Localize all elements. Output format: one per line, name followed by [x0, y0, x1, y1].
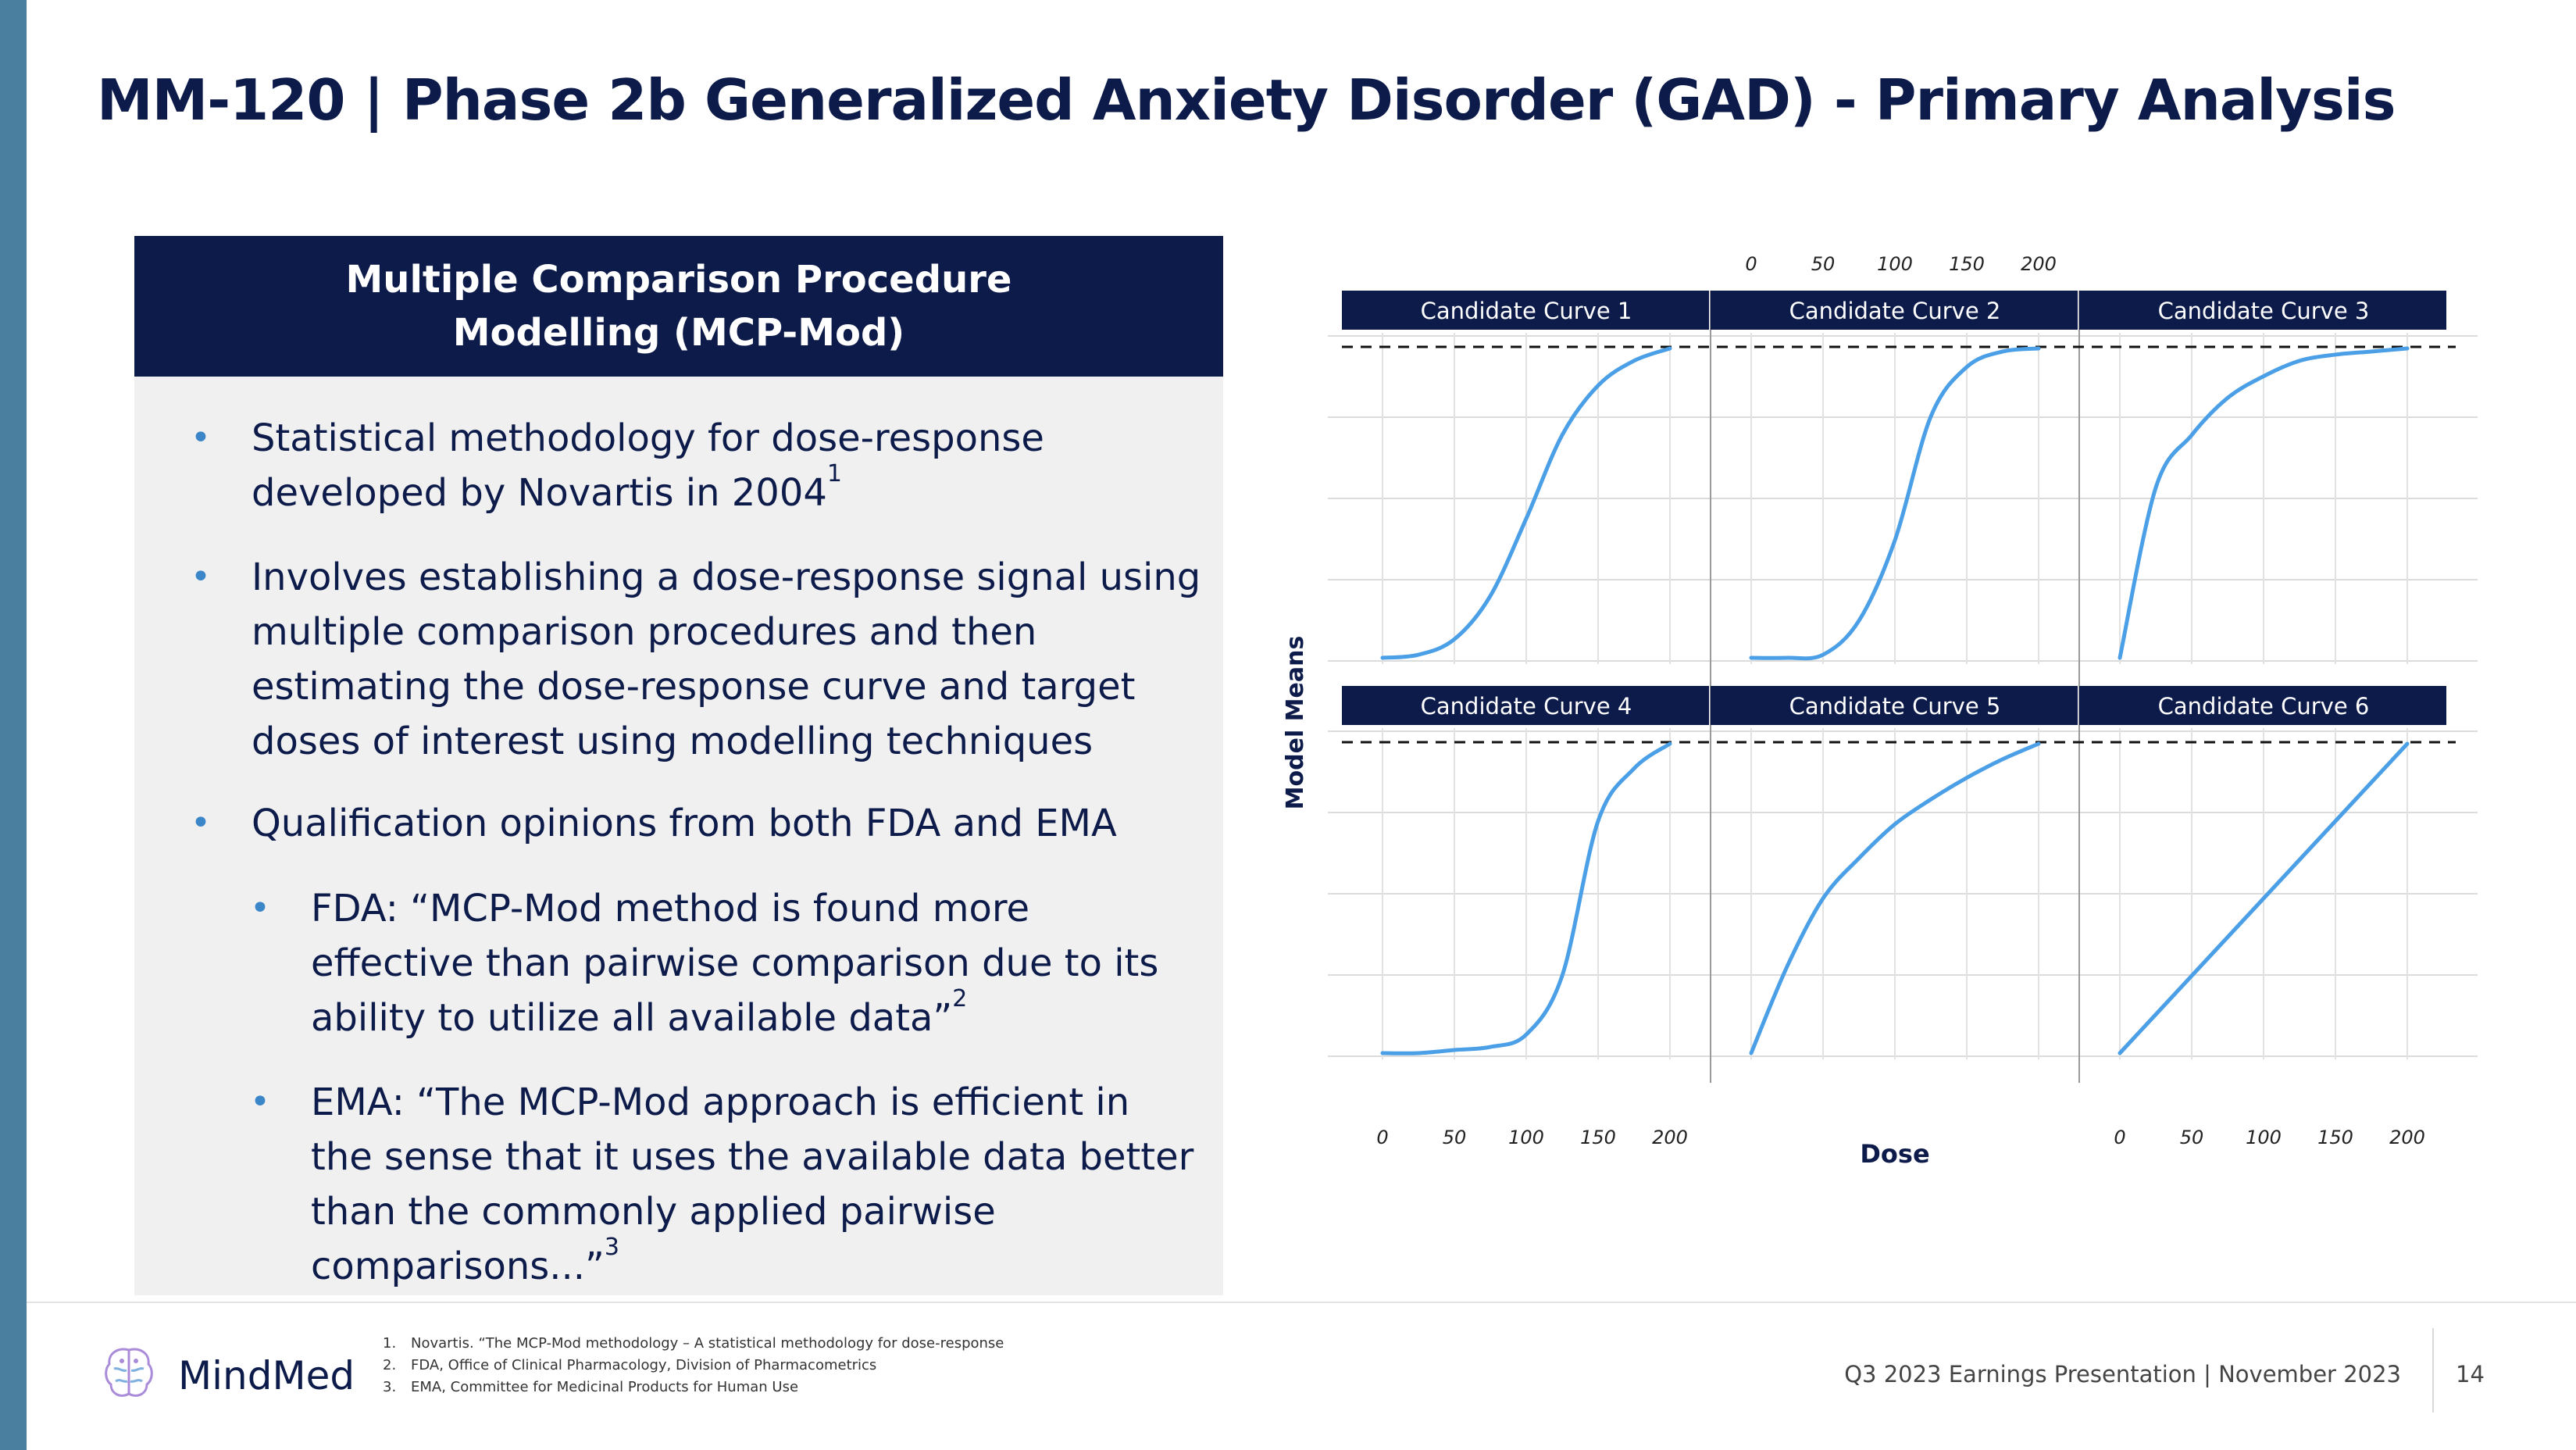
- bullet-text-line: EMA: “The MCP-Mod approach is efficient …: [311, 1080, 1130, 1124]
- panel-heading-line1: Multiple Comparison Procedure: [345, 258, 1012, 302]
- bullet-text-line: doses of interest using modelling techni…: [252, 720, 1094, 763]
- curve-line: [2118, 346, 2410, 660]
- bullet-text-line: Statistical methodology for dose-respons…: [252, 416, 1044, 460]
- footer-divider: [27, 1302, 2576, 1303]
- footnote-1: 1. Novartis. “The MCP-Mod methodology – A…: [383, 1335, 1004, 1352]
- curve-line: [1749, 741, 2041, 1055]
- bullet-dot: •: [191, 803, 211, 843]
- curve-line: [1380, 346, 1672, 660]
- presentation-label: Q3 2023 Earnings Presentation | November…: [1844, 1361, 2401, 1388]
- x-tick-label: 150: [1949, 253, 1985, 275]
- footer-vertical-divider: [2432, 1328, 2434, 1412]
- bullet-dot: •: [191, 418, 211, 458]
- x-tick-label: 200: [2021, 253, 2057, 275]
- panel-header-bg: [1711, 686, 2078, 725]
- footnote-ref: 3: [604, 1234, 620, 1261]
- x-axis-label: Dose: [1860, 1139, 1929, 1169]
- x-tick-label: 50: [1811, 253, 1836, 275]
- footnote-2: 2. FDA, Office of Clinical Pharmacology, …: [383, 1357, 877, 1373]
- panel-header-bg: [1711, 291, 2078, 330]
- panel-header-bg: [2079, 686, 2446, 725]
- x-tick-label: 100: [2246, 1127, 2282, 1148]
- x-tick-label: 200: [1652, 1127, 1688, 1148]
- curve-line: [2118, 741, 2410, 1055]
- bullet-text-line: Involves establishing a dose-response si…: [252, 555, 1201, 599]
- bullet-qualification-opinions: • Qualification opinions from both FDA a…: [191, 796, 1117, 851]
- x-tick-label: 0: [1376, 1127, 1388, 1148]
- sub-bullet-fda: • FDA: “MCP-Mod method is found more eff…: [250, 881, 1159, 1045]
- bullet-text-line: than the commonly applied pairwise: [311, 1190, 996, 1234]
- brain-logo-icon: [105, 1348, 153, 1397]
- x-tick-label: 50: [2180, 1127, 2204, 1148]
- panel-header-label: Candidate Curve 2: [1789, 298, 2001, 324]
- bullet-text-line: effective than pairwise comparison due t…: [311, 941, 1159, 985]
- panel-header-bg: [2079, 291, 2446, 330]
- x-tick-label: 100: [1508, 1127, 1544, 1148]
- bullet-text-line: multiple comparison procedures and then: [252, 610, 1037, 654]
- panel-header-label: Candidate Curve 1: [1421, 298, 1632, 324]
- x-tick-label: 0: [1745, 253, 1757, 275]
- panel-header-bg: [1342, 291, 1709, 330]
- footnote-3: 3. EMA, Committee for Medicinal Products …: [383, 1379, 799, 1395]
- panel-header-label: Candidate Curve 4: [1421, 693, 1632, 720]
- panel-body: [134, 377, 1223, 1295]
- sub-bullet-ema: • EMA: “The MCP-Mod approach is efficien…: [250, 1075, 1194, 1294]
- bullet-dose-response-signal: • Involves establishing a dose-response …: [191, 550, 1201, 769]
- bullet-text-line: Qualification opinions from both FDA and…: [252, 802, 1117, 845]
- x-tick-label: 200: [2389, 1127, 2425, 1148]
- bullet-text-line: the sense that it uses the available dat…: [311, 1135, 1194, 1179]
- bullet-text-line: FDA: “MCP-Mod method is found more: [311, 887, 1030, 930]
- mindmed-logo-text: MindMed: [178, 1353, 355, 1398]
- footnote-ref: 2: [952, 985, 968, 1012]
- y-axis-label: Model Means: [1282, 636, 1309, 810]
- x-tick-label: 150: [1580, 1127, 1616, 1148]
- bullet-text-line: developed by Novartis in 20041: [252, 460, 843, 516]
- panel-header-label: Candidate Curve 6: [2158, 693, 2370, 720]
- side-accent-bar: [0, 0, 27, 1450]
- x-tick-label: 150: [2317, 1127, 2353, 1148]
- bullet-dot: •: [250, 888, 270, 928]
- bullet-dot: •: [191, 557, 211, 597]
- panel-heading-line2: Modelling (MCP-Mod): [452, 311, 905, 355]
- panel-header-bg: [1342, 686, 1709, 725]
- x-tick-label: 100: [1877, 253, 1913, 275]
- bullet-text-line: comparisons...”3: [311, 1234, 620, 1289]
- slide-title: MM-120 | Phase 2b Generalized Anxiety Di…: [97, 67, 2396, 133]
- bullet-text-line: estimating the dose-response curve and t…: [252, 665, 1136, 709]
- panel-header-label: Candidate Curve 5: [1789, 693, 2001, 720]
- candidate-curves-chart: Candidate Curve 1 Candidate Curve 2 Candid…: [1282, 253, 2478, 1169]
- page-number: 14: [2456, 1361, 2485, 1388]
- chart-layer: Candidate Curve 1 Candidate Curve 2 Candid…: [1328, 253, 2478, 1148]
- bullet-statistical-methodology: • Statistical methodology for dose-respo…: [191, 411, 1044, 520]
- curve-line: [1749, 346, 2041, 661]
- footnote-ref: 1: [826, 460, 843, 488]
- bullet-dot: •: [250, 1082, 270, 1122]
- x-tick-label: 0: [2114, 1127, 2125, 1148]
- panel-heading: Multiple Comparison Procedure Modelling …: [134, 236, 1223, 377]
- footnotes: 1. Novartis. “The MCP-Mod methodology – A…: [383, 1333, 1004, 1398]
- bullet-text-line: ability to utilize all available data”2: [311, 985, 968, 1041]
- curve-line: [1380, 741, 1672, 1055]
- x-tick-label: 50: [1443, 1127, 1467, 1148]
- panel-header-label: Candidate Curve 3: [2158, 298, 2370, 324]
